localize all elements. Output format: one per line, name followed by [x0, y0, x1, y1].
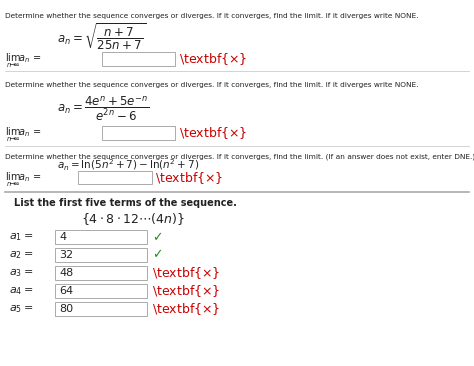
Text: Determine whether the sequence converges or diverges. If it converges, find the : Determine whether the sequence converges… — [5, 154, 474, 160]
Text: 4: 4 — [59, 232, 66, 242]
Text: Determine whether the sequence converges or diverges. If it converges, find the : Determine whether the sequence converges… — [5, 13, 418, 19]
Text: \textbf{$\times$}: \textbf{$\times$} — [152, 283, 220, 299]
FancyBboxPatch shape — [55, 284, 147, 298]
Text: 64: 64 — [59, 286, 73, 296]
Text: $\lim_{n\!\to\!\infty}\! a_n =$: $\lim_{n\!\to\!\infty}\! a_n =$ — [5, 126, 41, 145]
FancyBboxPatch shape — [78, 171, 152, 184]
Text: Determine whether the sequence converges or diverges. If it converges, find the : Determine whether the sequence converges… — [5, 82, 418, 88]
Text: \textbf{$\times$}: \textbf{$\times$} — [155, 170, 224, 186]
Text: $\boldsymbol{a_1} =$: $\boldsymbol{a_1} =$ — [9, 231, 34, 243]
Text: $\boldsymbol{a_5} =$: $\boldsymbol{a_5} =$ — [9, 303, 34, 315]
Text: $a_n = \sqrt{\dfrac{n+7}{25n+7}}$: $a_n = \sqrt{\dfrac{n+7}{25n+7}}$ — [57, 22, 146, 52]
FancyBboxPatch shape — [55, 266, 147, 280]
Text: $\boldsymbol{a_3} =$: $\boldsymbol{a_3} =$ — [9, 267, 34, 279]
Text: 32: 32 — [59, 250, 73, 260]
Text: 80: 80 — [59, 304, 73, 314]
Text: $\boldsymbol{a_2} =$: $\boldsymbol{a_2} =$ — [9, 249, 34, 261]
Text: 48: 48 — [59, 268, 73, 278]
FancyBboxPatch shape — [55, 248, 147, 262]
Text: ✓: ✓ — [152, 249, 162, 262]
Text: \textbf{$\times$}: \textbf{$\times$} — [179, 51, 247, 67]
Text: $\lim_{n\!\to\!\infty}\! a_n =$: $\lim_{n\!\to\!\infty}\! a_n =$ — [5, 52, 41, 71]
FancyBboxPatch shape — [102, 52, 175, 66]
Text: \textbf{$\times$}: \textbf{$\times$} — [152, 301, 220, 317]
FancyBboxPatch shape — [55, 302, 147, 316]
Text: $\{4 \cdot 8 \cdot 12 \cdots (4n)\}$: $\{4 \cdot 8 \cdot 12 \cdots (4n)\}$ — [81, 211, 185, 227]
FancyBboxPatch shape — [102, 126, 175, 140]
Text: \textbf{$\times$}: \textbf{$\times$} — [152, 265, 220, 281]
Text: $\boldsymbol{a_4} =$: $\boldsymbol{a_4} =$ — [9, 285, 34, 297]
FancyBboxPatch shape — [55, 230, 147, 244]
Text: $a_n = \ln(5n^2+7) - \ln(n^2+7)$: $a_n = \ln(5n^2+7) - \ln(n^2+7)$ — [57, 158, 199, 173]
Text: \textbf{$\times$}: \textbf{$\times$} — [179, 125, 247, 141]
Text: ✓: ✓ — [152, 231, 162, 244]
Text: $a_n = \dfrac{4e^n + 5e^{-n}}{e^{2n}-6}$: $a_n = \dfrac{4e^n + 5e^{-n}}{e^{2n}-6}$ — [57, 94, 149, 123]
Text: $\lim_{n\!\to\!\infty}\! a_n =$: $\lim_{n\!\to\!\infty}\! a_n =$ — [5, 171, 41, 189]
Text: List the first five terms of the sequence.: List the first five terms of the sequenc… — [14, 198, 237, 208]
